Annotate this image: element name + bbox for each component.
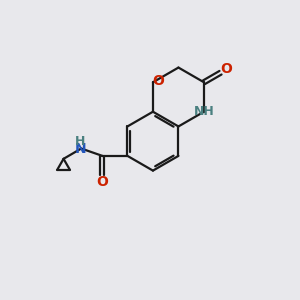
Text: NH: NH (194, 105, 214, 118)
Text: H: H (75, 135, 86, 148)
Text: N: N (74, 142, 86, 155)
Text: O: O (152, 74, 164, 88)
Text: O: O (97, 175, 108, 189)
Text: O: O (220, 62, 232, 76)
